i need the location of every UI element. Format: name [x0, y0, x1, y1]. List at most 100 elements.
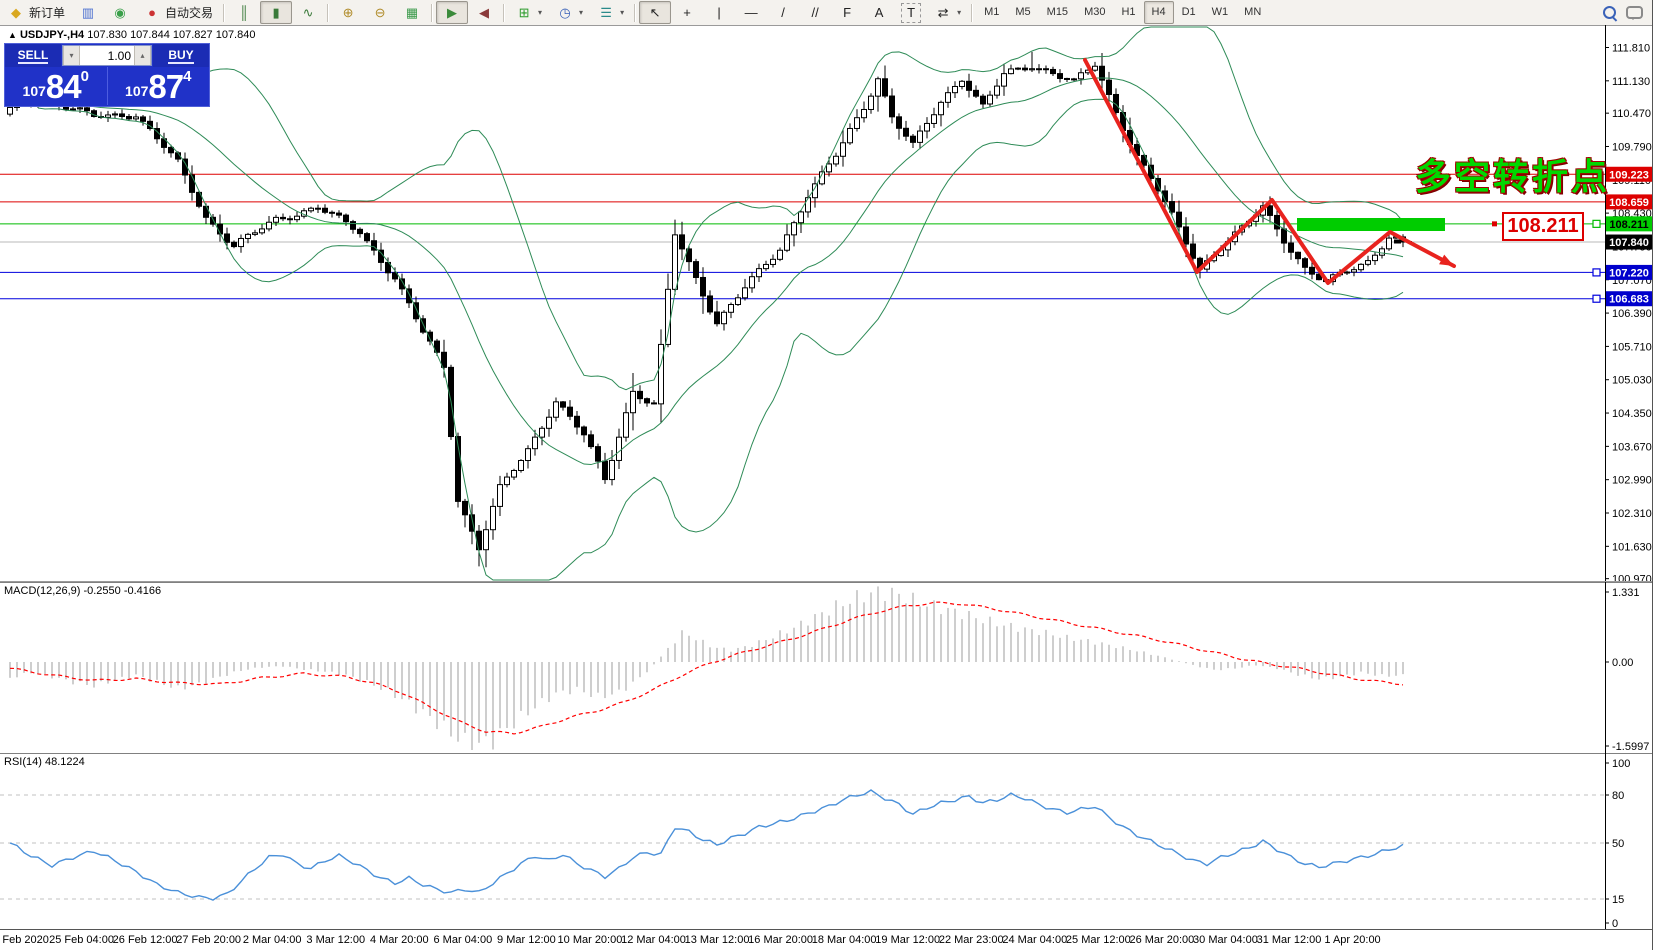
chat-icon[interactable]: [1626, 6, 1643, 20]
y-axis-label: 101.630: [1612, 541, 1652, 553]
zoom-out-button[interactable]: ⊖: [364, 1, 396, 24]
macd-background: [0, 582, 1652, 753]
candle: [1015, 67, 1021, 71]
arrows-tool-button[interactable]: ⇄ ▾: [927, 1, 968, 24]
buy-button[interactable]: BUY: [153, 44, 209, 67]
x-axis-label: 6 Mar 04:00: [433, 934, 493, 946]
horizontal-line-icon: —: [744, 4, 758, 20]
line-chart-button[interactable]: ∿: [292, 1, 324, 24]
new-order-button[interactable]: ◆ 新订单: [0, 1, 72, 24]
zoom-in-button[interactable]: ⊕: [332, 1, 364, 24]
signal-button[interactable]: ◉: [104, 1, 136, 24]
timeframe-W1[interactable]: W1: [1211, 6, 1229, 18]
vertical-line-tool-button[interactable]: |: [703, 1, 735, 24]
candle: [1071, 77, 1077, 82]
indicators-button[interactable]: ☰ ▾: [590, 1, 631, 24]
crosshair-tool-button[interactable]: +: [671, 1, 703, 24]
macd-axis-label: 0.00: [1612, 657, 1633, 669]
macd-panel: 1.331 0.00 -1.5997: [0, 582, 1652, 753]
level-endpoint-handle[interactable]: [1592, 219, 1601, 228]
candle: [329, 210, 335, 218]
candle: [315, 204, 321, 213]
trendline-tool-button[interactable]: /: [767, 1, 799, 24]
timeframe-MN[interactable]: MN: [1244, 6, 1262, 18]
candle: [1141, 153, 1147, 170]
macd-signal-line: [9, 601, 1404, 735]
level-endpoint-handle[interactable]: [1592, 170, 1601, 179]
search-icon[interactable]: [1603, 6, 1616, 19]
highlight-zone-rectangle[interactable]: [1297, 218, 1445, 231]
timeframe-D1[interactable]: D1: [1181, 6, 1196, 18]
rsi-axis-label: 15: [1612, 894, 1624, 906]
candles-layer: [7, 51, 1406, 568]
volume-decrease-button[interactable]: ▾: [63, 46, 80, 65]
timeframe-M5[interactable]: M5: [1015, 6, 1031, 18]
y-axis-label: 106.390: [1612, 308, 1652, 320]
cursor-tool-button[interactable]: ↖: [639, 1, 672, 24]
new-chart-button[interactable]: ⊞ ▾: [508, 1, 549, 24]
autotrade-button[interactable]: ● 自动交易: [136, 1, 220, 24]
x-axis-label: 1 Apr 20:00: [1324, 934, 1381, 946]
price-callout-label[interactable]: 108.211: [1502, 212, 1584, 241]
chart-shift-button[interactable]: ◀: [468, 1, 500, 24]
tile-windows-button[interactable]: ▦: [396, 1, 428, 24]
buy-price-pips: 87: [148, 68, 184, 105]
rsi-background: [0, 753, 1652, 929]
fibonacci-tool-button[interactable]: F: [831, 1, 863, 24]
chinese-annotation[interactable]: 多空转折点: [1415, 157, 1611, 198]
symbol-bar: ▲ USDJPY-,H4 107.830 107.844 107.827 107…: [8, 29, 255, 41]
timeframe-H4[interactable]: H4: [1143, 1, 1174, 24]
text-tool-button[interactable]: A: [863, 1, 895, 24]
arrowhead-icon: [1439, 254, 1454, 266]
sell-price[interactable]: 107 84 0: [5, 67, 107, 105]
chart-shift-icon: ◀: [479, 4, 490, 20]
candle: [700, 267, 706, 314]
sell-button[interactable]: SELL: [5, 44, 61, 67]
x-axis-label: 31 Mar 12:00: [1256, 934, 1322, 946]
rsi-axis-label: 0: [1612, 918, 1618, 929]
timeframe-M15[interactable]: M15: [1046, 6, 1069, 18]
chart-window-icon: ▥: [81, 4, 95, 20]
periods-button[interactable]: ◷ ▾: [549, 1, 590, 24]
candle: [903, 120, 909, 142]
timeframe-M30[interactable]: M30: [1084, 6, 1106, 18]
level-endpoint-handle[interactable]: [1592, 294, 1601, 303]
bar-chart-button[interactable]: ║: [228, 1, 260, 24]
auto-scroll-button[interactable]: ▶: [436, 1, 469, 24]
trend-zigzag-arrow[interactable]: [1083, 58, 1456, 285]
timeframe-group: M1 M5 M15 M30 H1 H4 D1 W1 MN: [976, 0, 1269, 25]
new-order-label: 新订单: [29, 6, 66, 20]
timeframe-M1[interactable]: M1: [984, 6, 1000, 18]
candle: [1358, 263, 1364, 272]
candle: [357, 227, 363, 238]
volume-increase-button[interactable]: ▴: [134, 46, 151, 65]
candle: [917, 125, 923, 150]
x-axis-label: 27 Feb 20:00: [176, 934, 242, 946]
collapse-panel-icon[interactable]: ▲: [8, 30, 17, 40]
y-axis-label: 111.810: [1612, 43, 1650, 55]
candle: [567, 400, 573, 421]
charts-window-button[interactable]: ▥: [72, 1, 104, 24]
timeframe-H1[interactable]: H1: [1121, 6, 1136, 18]
candle: [406, 284, 412, 308]
sell-price-point: 0: [80, 68, 89, 85]
clock-icon: ◷: [559, 4, 571, 20]
candle: [1190, 233, 1196, 262]
buy-price[interactable]: 107 87 4: [108, 67, 210, 105]
candlestick-chart-button[interactable]: ▮: [260, 1, 293, 24]
candle: [910, 134, 916, 148]
candle: [1379, 246, 1385, 259]
candle: [280, 213, 286, 222]
level-endpoint-handle[interactable]: [1592, 268, 1601, 277]
label-tool-button[interactable]: T: [895, 1, 927, 24]
candle: [679, 221, 685, 261]
channel-tool-button[interactable]: //: [799, 1, 831, 24]
macd-axis-label: 1.331: [1612, 587, 1640, 599]
volume-input[interactable]: [80, 46, 134, 65]
candle: [791, 220, 797, 247]
last-price-marker: [1394, 239, 1401, 244]
candle: [1365, 255, 1371, 267]
toolbar-separator: [634, 3, 637, 22]
horizontal-line-tool-button[interactable]: —: [735, 1, 767, 24]
candle: [308, 206, 314, 213]
